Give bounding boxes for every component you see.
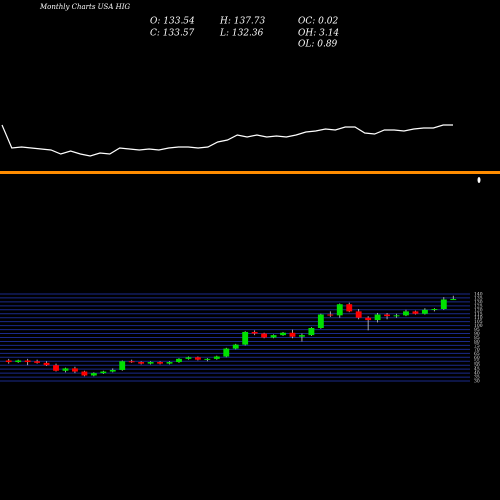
y-tick-label: 130 <box>474 299 483 305</box>
y-tick-label: 60 <box>474 355 480 361</box>
candle-body <box>336 304 343 316</box>
y-tick-label: 55 <box>474 359 480 365</box>
info-text: H: 137.73 <box>219 17 266 27</box>
candle-body <box>24 360 31 363</box>
candle-body <box>138 362 145 364</box>
candle-body <box>128 361 135 363</box>
y-tick-label: 30 <box>474 379 480 385</box>
candle-body <box>242 331 249 345</box>
candle-body <box>365 317 372 321</box>
candle-body <box>223 348 230 357</box>
candle-body <box>251 331 258 334</box>
y-tick-label: 85 <box>474 335 480 341</box>
candle-body <box>374 314 381 321</box>
chart-title: Monthly Charts USA HIG <box>39 3 130 11</box>
y-tick-label: 75 <box>474 343 480 349</box>
candle-body <box>431 309 438 310</box>
candle-body <box>43 362 50 366</box>
candle-body <box>5 360 12 363</box>
marker <box>477 177 481 183</box>
candle-body <box>412 311 419 314</box>
candle-body <box>289 332 296 337</box>
candle-body <box>327 314 334 316</box>
y-tick-label: 135 <box>474 295 483 301</box>
y-tick-label: 90 <box>474 331 480 337</box>
candle-body <box>34 361 41 363</box>
candle-body <box>166 362 173 364</box>
candle-body <box>176 358 182 363</box>
candle-body <box>90 373 97 376</box>
y-tick-label: 105 <box>474 319 483 325</box>
candle-body <box>355 311 362 318</box>
candle-body <box>450 299 457 301</box>
candle-body <box>81 371 88 376</box>
candle-body <box>53 365 59 371</box>
y-tick-label: 110 <box>474 315 483 321</box>
y-tick-label: 100 <box>474 323 483 329</box>
info-text: C: 133.57 <box>150 29 195 39</box>
candle-body <box>299 335 305 337</box>
info-text: OH: 3.14 <box>298 29 339 39</box>
candle-body <box>384 314 390 317</box>
candle-body <box>346 304 353 312</box>
candle-body <box>232 344 239 349</box>
y-tick-label: 95 <box>474 327 480 333</box>
info-text: OL: 0.89 <box>298 40 338 50</box>
candle-body <box>72 368 78 372</box>
separator <box>0 171 500 174</box>
candle-body <box>204 358 211 360</box>
y-tick-label: 45 <box>474 367 480 373</box>
candle-body <box>393 315 400 317</box>
candle-body <box>403 311 409 316</box>
candle-body <box>147 362 154 364</box>
candle-body <box>213 356 220 359</box>
candle-body <box>270 335 277 338</box>
candle-body <box>100 371 107 374</box>
candle-body <box>317 314 324 328</box>
info-text: L: 132.36 <box>219 29 264 39</box>
y-tick-label: 120 <box>474 307 483 313</box>
y-tick-label: 35 <box>474 375 480 381</box>
info-text: OC: 0.02 <box>298 17 338 27</box>
candle-body <box>119 361 126 370</box>
candle-body <box>185 357 192 359</box>
y-tick-label: 80 <box>474 339 480 345</box>
candle-body <box>15 360 22 363</box>
candle-body <box>194 357 201 360</box>
candle-body <box>421 309 428 314</box>
candle-body <box>62 368 69 371</box>
y-tick-label: 50 <box>474 363 480 369</box>
info-text: O: 133.54 <box>150 17 195 27</box>
y-tick-label: 140 <box>474 291 483 297</box>
candle-body <box>109 369 116 372</box>
candle-body <box>308 328 315 336</box>
candle-body <box>157 362 163 364</box>
y-tick-label: 70 <box>474 347 480 353</box>
y-tick-label: 125 <box>474 303 483 309</box>
candle-body <box>440 299 447 309</box>
y-tick-label: 115 <box>474 311 483 317</box>
candle-body <box>280 332 286 336</box>
indicator-line <box>1 124 453 157</box>
y-tick-label: 65 <box>474 351 480 357</box>
candle-body <box>261 333 268 338</box>
y-tick-label: 40 <box>474 371 480 377</box>
